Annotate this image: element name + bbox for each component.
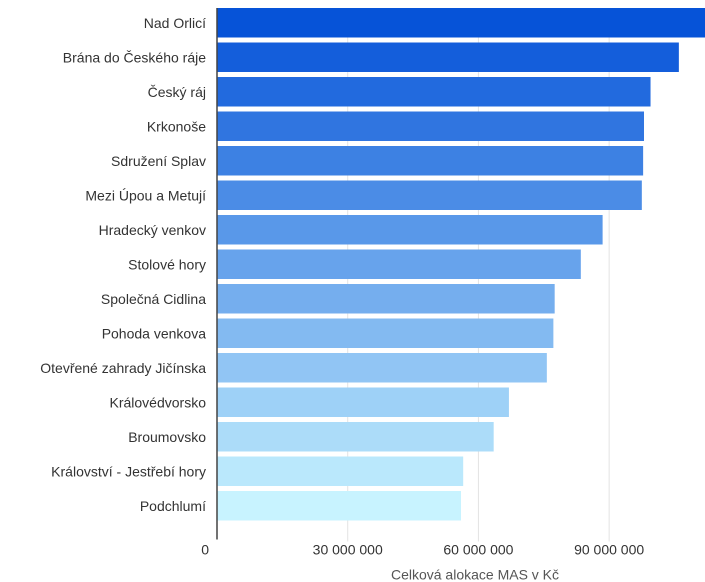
bar: [217, 491, 461, 521]
x-tick-label: 0: [201, 542, 209, 558]
bar: [217, 146, 644, 176]
category-label: Pohoda venkova: [102, 325, 207, 341]
category-label: Broumovsko: [128, 429, 206, 445]
category-labels: Nad Orlicí Brána do Českého ráje Český ráj…: [40, 15, 206, 514]
category-label: Království - Jestřebí hory: [51, 463, 206, 479]
category-label: Mezi Úpou a Metují: [85, 187, 206, 203]
bar: [217, 8, 705, 38]
category-label: Hradecký venkov: [99, 222, 206, 238]
bar: [217, 284, 555, 314]
bar: [217, 387, 509, 417]
category-label: Podchlumí: [140, 498, 206, 514]
bar: [217, 77, 651, 107]
bars: [217, 8, 705, 521]
category-label: Stolové hory: [128, 256, 206, 272]
x-tick-label: 30 000 000: [313, 542, 383, 558]
category-label: Brána do Českého ráje: [63, 49, 206, 65]
bar: [217, 422, 494, 452]
category-label: Otevřené zahrady Jičínska: [40, 360, 206, 376]
category-label: Nad Orlicí: [144, 15, 206, 31]
x-tick-label: 60 000 000: [443, 542, 513, 558]
bar: [217, 42, 679, 72]
category-label: Sdružení Splav: [111, 153, 206, 169]
category-label: Královédvorsko: [110, 394, 207, 410]
bar: [217, 249, 581, 279]
bar: [217, 456, 464, 486]
x-axis-title: Celková alokace MAS v Kč: [391, 567, 559, 582]
x-tick-label: 90 000 000: [574, 542, 644, 558]
category-label: Společná Cidlina: [101, 291, 206, 307]
bar: [217, 215, 603, 245]
bar: [217, 353, 547, 383]
category-label: Český ráj: [148, 84, 206, 100]
bar: [217, 318, 554, 348]
x-tick-labels: 0 30 000 000 60 000 000 90 000 000: [201, 542, 644, 558]
bar: [217, 111, 644, 141]
bar: [217, 180, 642, 210]
category-label: Krkonoše: [147, 118, 206, 134]
